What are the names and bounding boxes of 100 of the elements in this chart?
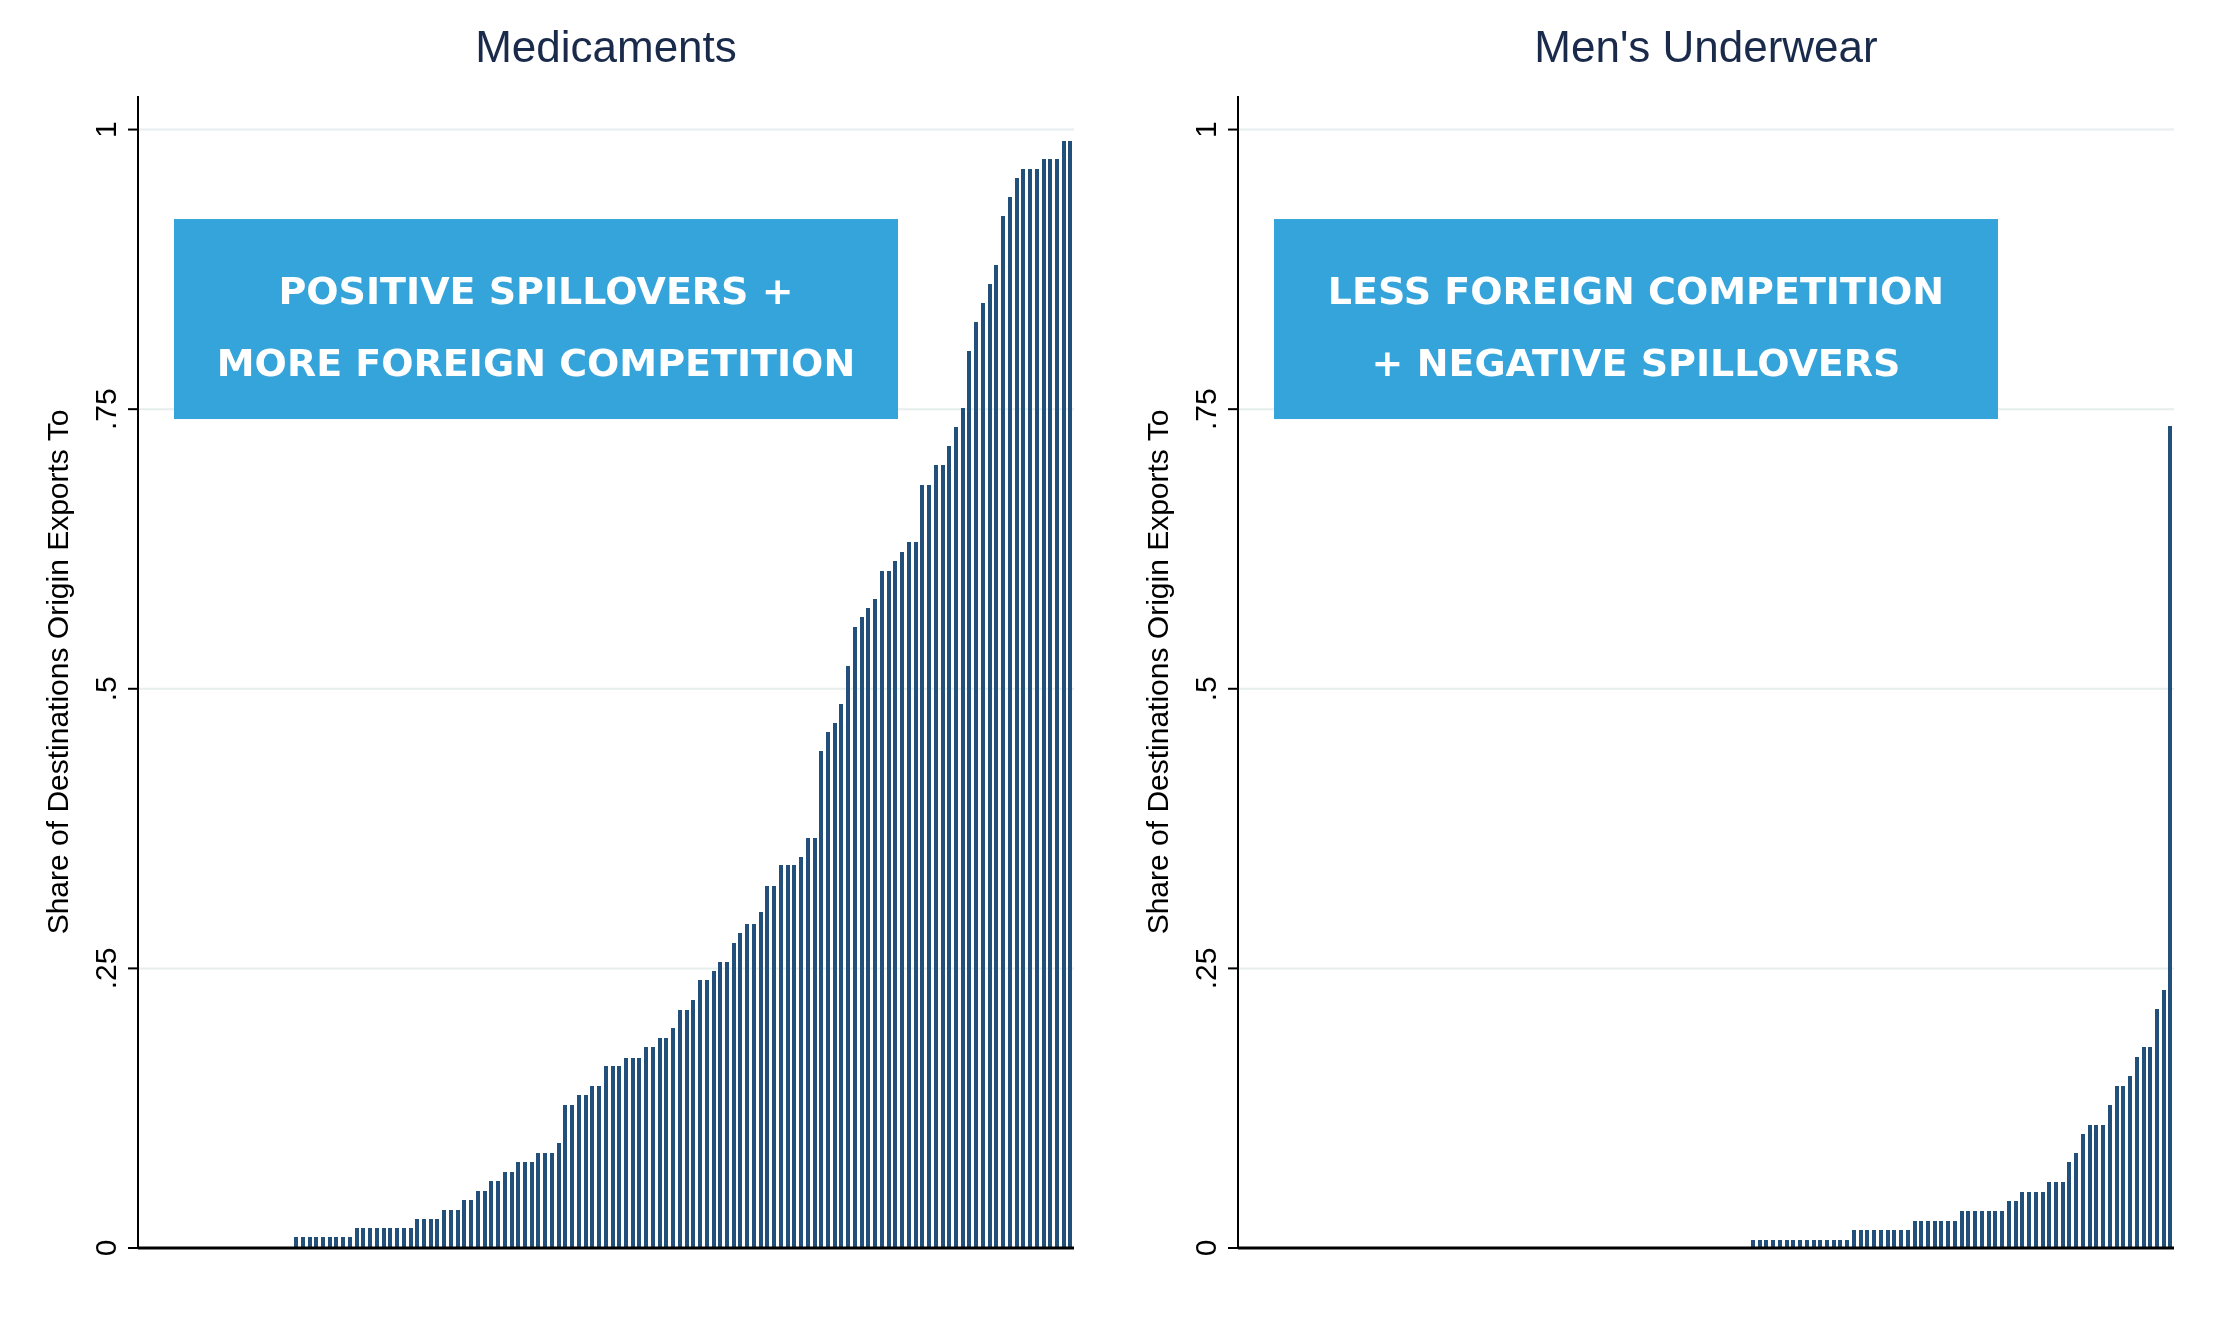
bar [738, 932, 742, 1248]
bar [2027, 1192, 2031, 1248]
bar [813, 837, 817, 1248]
bar [2135, 1056, 2139, 1248]
bar [442, 1209, 446, 1248]
bar [2148, 1046, 2152, 1248]
bar [866, 608, 870, 1248]
bar [550, 1152, 554, 1248]
y-tick-label: 1 [1189, 121, 1222, 138]
bar [1845, 1240, 1849, 1248]
bar [1021, 168, 1025, 1248]
y-tick-label: 0 [1189, 1239, 1222, 1257]
bar [375, 1227, 379, 1248]
bar [967, 351, 971, 1248]
bar [2128, 1075, 2132, 1248]
bar [611, 1065, 615, 1248]
bar [516, 1161, 520, 1248]
bar [833, 723, 837, 1248]
bar [698, 979, 702, 1248]
bar [839, 704, 843, 1248]
bar [476, 1190, 480, 1248]
bar [799, 856, 803, 1248]
bar [597, 1085, 601, 1248]
bar [2007, 1201, 2011, 1248]
y-tick-label: .75 [89, 388, 122, 431]
bar [664, 1037, 668, 1248]
bar [2088, 1124, 2092, 1248]
bar [644, 1046, 648, 1248]
bar [395, 1227, 399, 1248]
bar [577, 1094, 581, 1248]
y-tick-label: .25 [1189, 947, 1222, 990]
bar [1798, 1240, 1802, 1248]
bar [388, 1227, 392, 1248]
bar [617, 1065, 621, 1248]
bar [954, 427, 958, 1248]
bar [1879, 1230, 1883, 1248]
bar [590, 1085, 594, 1248]
bar [2034, 1192, 2038, 1248]
y-tick-label: .5 [89, 676, 122, 702]
bar [462, 1199, 466, 1248]
bar [779, 865, 783, 1248]
bar [2020, 1192, 2024, 1248]
bar [900, 552, 904, 1248]
bar [691, 999, 695, 1248]
bar [880, 571, 884, 1248]
bar [2014, 1201, 2018, 1248]
bar [2142, 1046, 2146, 1248]
bar [994, 264, 998, 1248]
bar [1987, 1211, 1991, 1248]
bar [772, 885, 776, 1248]
bar [914, 542, 918, 1248]
y-tick-label: 1 [89, 121, 122, 138]
bar [651, 1046, 655, 1248]
bar [355, 1227, 359, 1248]
bar [671, 1027, 675, 1248]
bar [1812, 1240, 1816, 1248]
bar [893, 561, 897, 1248]
bar [1859, 1230, 1863, 1248]
annotation: LESS FOREIGN COMPETITION + NEGATIVE SPILLOVERS [1327, 269, 1945, 386]
bar [1764, 1240, 1768, 1248]
bar [1068, 140, 1072, 1248]
bar [2162, 989, 2166, 1248]
bar [920, 485, 924, 1248]
y-axis-title: Share of Destinations Origin Exports To [41, 409, 74, 935]
bar [557, 1142, 561, 1248]
bar [2067, 1161, 2071, 1248]
bar [624, 1057, 628, 1248]
bar [2074, 1152, 2078, 1248]
bar [1865, 1230, 1869, 1248]
bar [732, 942, 736, 1248]
bar [1818, 1240, 1822, 1248]
bar [1008, 196, 1012, 1248]
bar [1913, 1221, 1917, 1248]
bar [409, 1227, 413, 1248]
bar [483, 1190, 487, 1248]
bar [1966, 1211, 1970, 1248]
bar [2115, 1085, 2119, 1248]
bar [469, 1199, 473, 1248]
bar [402, 1227, 406, 1248]
bar [947, 446, 951, 1248]
bar [637, 1057, 641, 1248]
bar [563, 1104, 567, 1248]
bar [752, 923, 756, 1248]
bar [826, 732, 830, 1248]
bar [1919, 1221, 1923, 1248]
bar [2054, 1182, 2058, 1248]
bar [510, 1171, 514, 1248]
bar [1980, 1211, 1984, 1248]
bar [853, 627, 857, 1248]
y-tick-label: .25 [89, 947, 122, 990]
bar [846, 666, 850, 1248]
bar [1028, 168, 1032, 1248]
bar [705, 979, 709, 1248]
bar [1973, 1211, 1977, 1248]
bar [1751, 1240, 1755, 1248]
bar [2168, 425, 2172, 1248]
bar [1939, 1221, 1943, 1248]
bar [927, 485, 931, 1248]
bar [1832, 1240, 1836, 1248]
bar [1872, 1230, 1876, 1248]
